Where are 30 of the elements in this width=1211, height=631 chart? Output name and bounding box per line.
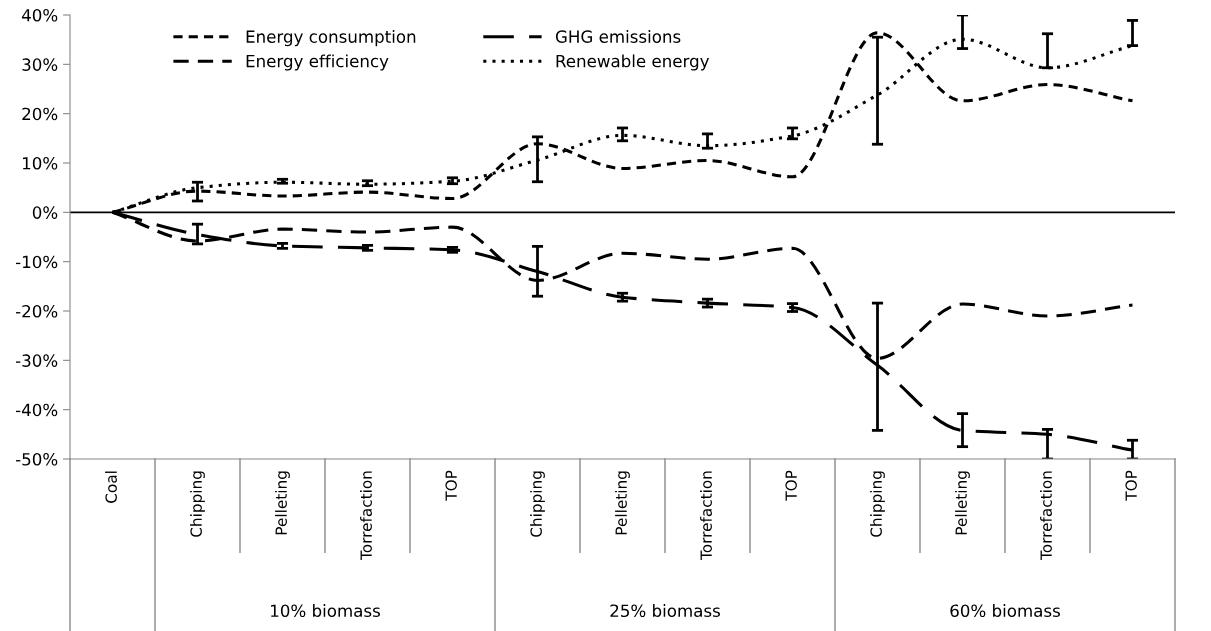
x-tick-label: TOP [445,470,457,501]
text: 10% biomass [271,604,380,618]
y-tick-label: 0% [32,206,58,219]
y-tick-label: -20% [15,304,58,318]
x-tick-label: Pelleting [615,471,630,535]
x-tick-label: Pelleting [955,471,970,535]
y-tick-label: -30% [15,354,58,367]
x-tick-label: TOP [785,470,797,501]
x-tick-label: Chipping [870,471,885,537]
y-tick-label: -40% [15,403,58,417]
legend-label: Renewable energy [556,54,710,71]
legend-label: Energy consumption [246,30,416,47]
legend-label: GHG emissions [555,30,681,43]
x-tick-label: Torrefaction [360,471,372,560]
y-tick-label: 10% [22,156,58,170]
text: 60% biomass [950,604,1060,618]
x-tick-label: Pelleting [275,471,290,535]
x-tick-label: Torrefaction [700,471,712,560]
x-tick-label: Chipping [190,471,205,537]
text: 25% biomass [610,604,720,618]
y-tick-label: -10% [15,255,58,269]
y-tick-label: 20% [22,107,58,121]
x-tick-label: Coal [105,471,117,503]
legend-label: Energy efficiency [246,54,389,71]
y-tick-label: -50% [15,452,58,466]
x-tick-label: Torrefaction [1040,471,1052,560]
y-tick-label: 40% [21,8,58,22]
x-tick-label: TOP [1125,470,1137,501]
y-tick-label: 30% [22,58,58,71]
x-tick-label: Chipping [530,471,545,537]
